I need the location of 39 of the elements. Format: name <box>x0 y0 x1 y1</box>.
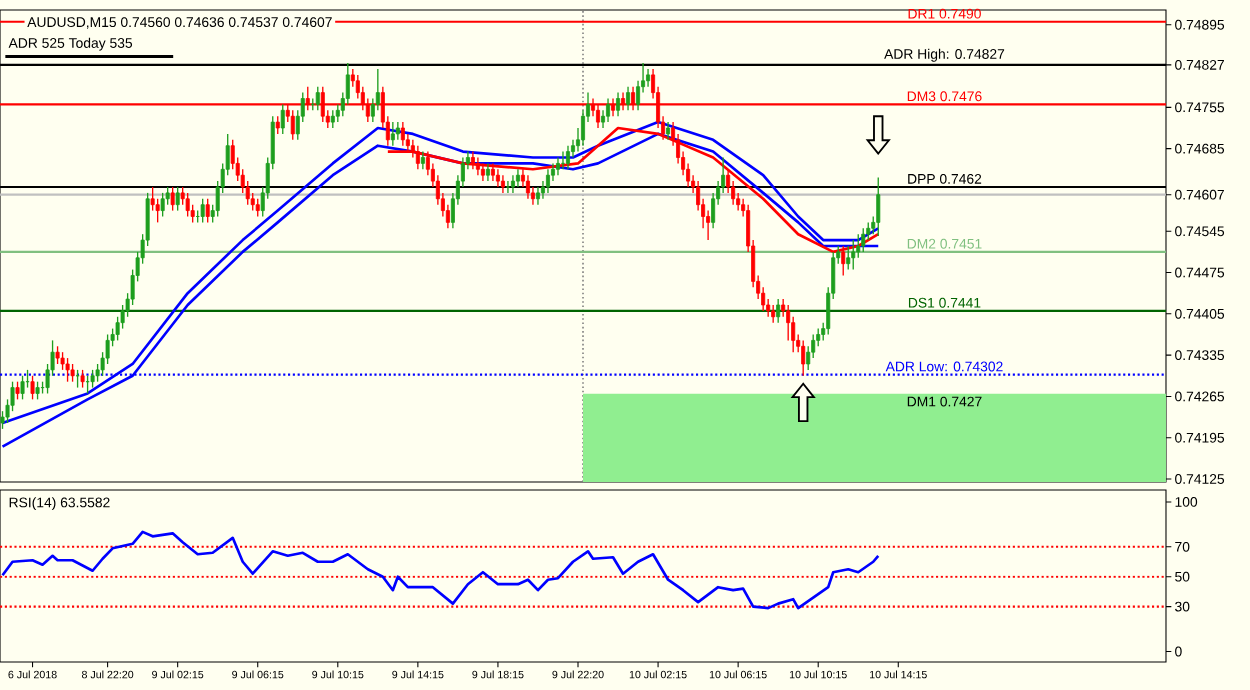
candlestick <box>30 375 35 401</box>
candlestick <box>485 162 490 182</box>
line-series <box>1 530 880 610</box>
candlestick <box>495 168 500 188</box>
candlestick <box>400 121 405 147</box>
candlestick <box>616 91 621 117</box>
candlestick <box>545 168 550 194</box>
candlestick <box>160 192 165 218</box>
candlestick <box>846 245 851 271</box>
candlestick <box>290 109 295 141</box>
candlestick <box>851 239 856 271</box>
candlestick <box>861 227 866 253</box>
candlestick <box>480 162 485 182</box>
candlestick <box>490 162 495 182</box>
candlestick <box>771 304 776 324</box>
candlestick <box>20 375 25 401</box>
candlestick <box>185 192 190 218</box>
candlestick <box>565 145 570 170</box>
candlestick <box>515 168 520 188</box>
candlestick <box>626 86 631 111</box>
candlestick <box>415 145 420 170</box>
candlestick <box>876 176 881 237</box>
candlestick <box>475 156 480 176</box>
candlestick <box>606 97 611 123</box>
candlestick <box>315 86 320 111</box>
candlestick <box>170 186 175 212</box>
candlestick <box>555 156 560 176</box>
candlestick <box>65 357 70 383</box>
candlestick <box>525 174 530 200</box>
candlestick <box>205 198 210 224</box>
candlestick <box>200 198 205 224</box>
candlestick <box>175 186 180 212</box>
candlestick <box>776 298 781 324</box>
candlestick <box>801 339 806 377</box>
candlestick <box>505 180 510 194</box>
candlestick <box>390 121 395 147</box>
candlestick <box>280 103 285 135</box>
candlestick <box>646 68 651 88</box>
candlestick <box>535 186 540 206</box>
